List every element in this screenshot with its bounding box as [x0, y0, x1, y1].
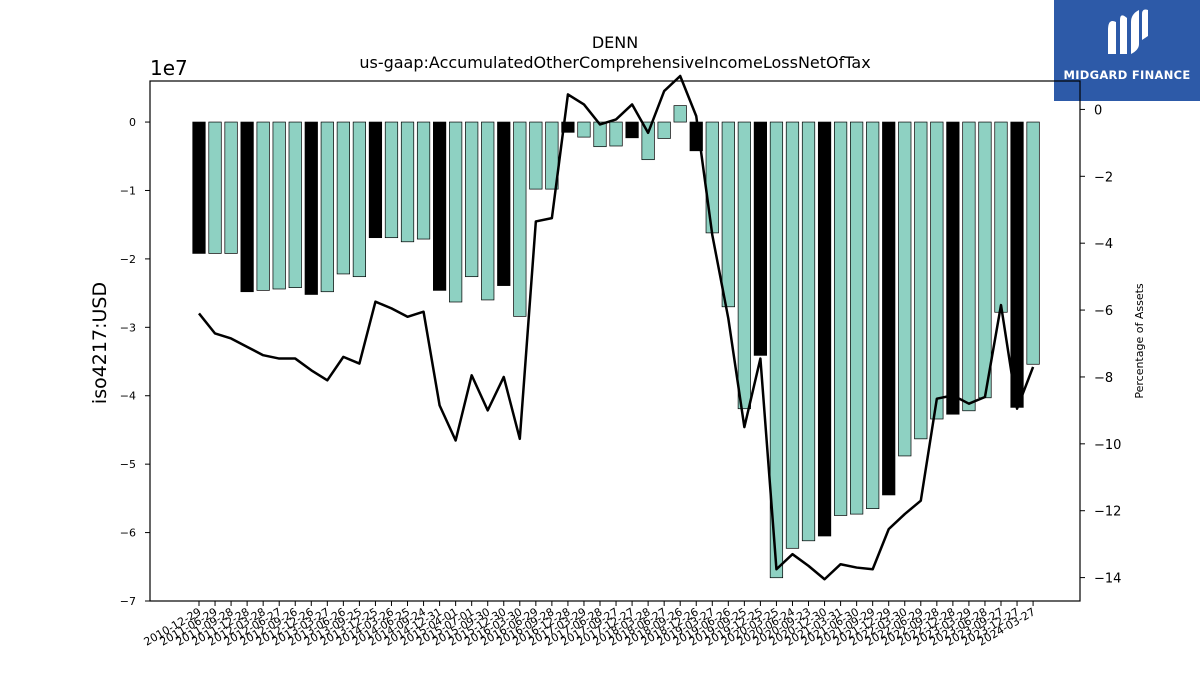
bar-2020-03-25 [769, 121, 784, 579]
bar-2021-09-29 [866, 121, 880, 509]
y2-tick-label: −4 [1094, 237, 1113, 252]
brand-logo: MIDGARD FINANCE [1054, 0, 1200, 101]
bar-2011-09-28 [224, 121, 238, 254]
percentage-of-assets-line [198, 74, 1035, 581]
bar-2014-03-26 [384, 121, 399, 239]
y2-tick-label: −12 [1094, 505, 1121, 520]
chart-title: DENN [592, 33, 638, 52]
bar-2012-03-28 [256, 121, 270, 291]
bar-2017-12-27 [625, 121, 639, 139]
bar-2012-12-26 [304, 121, 318, 295]
bar-2021-06-30 [850, 121, 864, 515]
bar-2022-06-29 [914, 121, 928, 440]
bar-2017-09-27 [609, 121, 623, 147]
bar-2014-12-31 [433, 121, 447, 291]
bar-2014-09-24 [416, 121, 431, 240]
bar-2019-03-27 [705, 121, 719, 234]
bar-2023-12-27 [1010, 121, 1024, 408]
y2-tick-label: −8 [1094, 371, 1113, 386]
plot-frame [149, 80, 1081, 602]
bar-2018-03-28 [641, 121, 655, 161]
bar-2023-09-27 [994, 121, 1008, 313]
bar-2019-06-26 [721, 121, 735, 308]
y-scale-label: 1e7 [150, 56, 188, 80]
bar-2019-12-25 [753, 121, 768, 356]
bar-2012-09-26 [288, 121, 302, 288]
y2-tick-label: −14 [1094, 572, 1121, 587]
y2-axis-label: Percentage of Assets [1133, 283, 1146, 399]
bar-2020-12-30 [817, 121, 832, 537]
bar-2014-06-25 [400, 121, 415, 243]
brand-name: MIDGARD FINANCE [1063, 68, 1191, 82]
bar-2017-03-29 [577, 121, 591, 138]
bar-2016-12-28 [561, 121, 575, 133]
bar-2010-12-29 [192, 121, 206, 254]
y2-tick-label: −2 [1094, 170, 1113, 185]
bar-2022-12-28 [946, 121, 960, 415]
bar-2018-06-27 [657, 121, 671, 139]
midgard-m-icon [1108, 9, 1148, 54]
bar-2020-09-23 [801, 121, 816, 542]
y2-tick-label: −6 [1094, 304, 1113, 319]
bar-2013-12-25 [368, 121, 383, 239]
bar-2022-03-30 [898, 121, 912, 457]
bar-2013-09-25 [352, 121, 366, 278]
y-axis-label: iso4217:USD [89, 282, 111, 404]
bar-2016-09-28 [545, 121, 559, 190]
y-tick-label: −1 [120, 184, 136, 197]
y2-tick-label: 0 [1094, 103, 1102, 118]
bar-2022-09-28 [930, 121, 944, 420]
bar-2015-07-01 [465, 121, 479, 278]
bar-2021-12-29 [882, 121, 896, 496]
bar-2015-12-30 [497, 121, 511, 286]
bar-2012-06-27 [272, 121, 286, 290]
bar-2019-09-25 [737, 121, 751, 410]
y-tick-label: −3 [120, 321, 136, 334]
bar-2023-03-29 [962, 121, 976, 412]
chart-subtitle: us-gaap:AccumulatedOtherComprehensiveInc… [359, 53, 870, 72]
bar-2016-06-29 [529, 121, 543, 190]
bar-2023-06-28 [978, 121, 992, 399]
y-tick-label: −4 [120, 390, 136, 403]
bar-2024-03-27 [1026, 121, 1040, 365]
bar-2015-04-01 [449, 121, 463, 303]
bar-2011-12-28 [240, 121, 254, 293]
bar-2013-06-26 [336, 121, 350, 275]
bar-2018-09-26 [673, 105, 687, 123]
y2-tick-label: −10 [1094, 438, 1121, 453]
y-tick-label: −6 [120, 527, 136, 540]
y-tick-label: −7 [120, 595, 136, 608]
bar-2015-09-30 [481, 121, 495, 301]
bar-2017-06-28 [593, 121, 607, 148]
bar-2013-03-27 [320, 121, 334, 293]
bar-2021-03-31 [833, 121, 848, 516]
bar-2016-03-30 [513, 121, 527, 317]
y-tick-label: 0 [129, 116, 136, 129]
bar-2020-06-24 [785, 121, 800, 549]
bar-2011-06-29 [208, 121, 222, 254]
y-tick-label: −5 [120, 458, 136, 471]
y-tick-label: −2 [120, 253, 136, 266]
